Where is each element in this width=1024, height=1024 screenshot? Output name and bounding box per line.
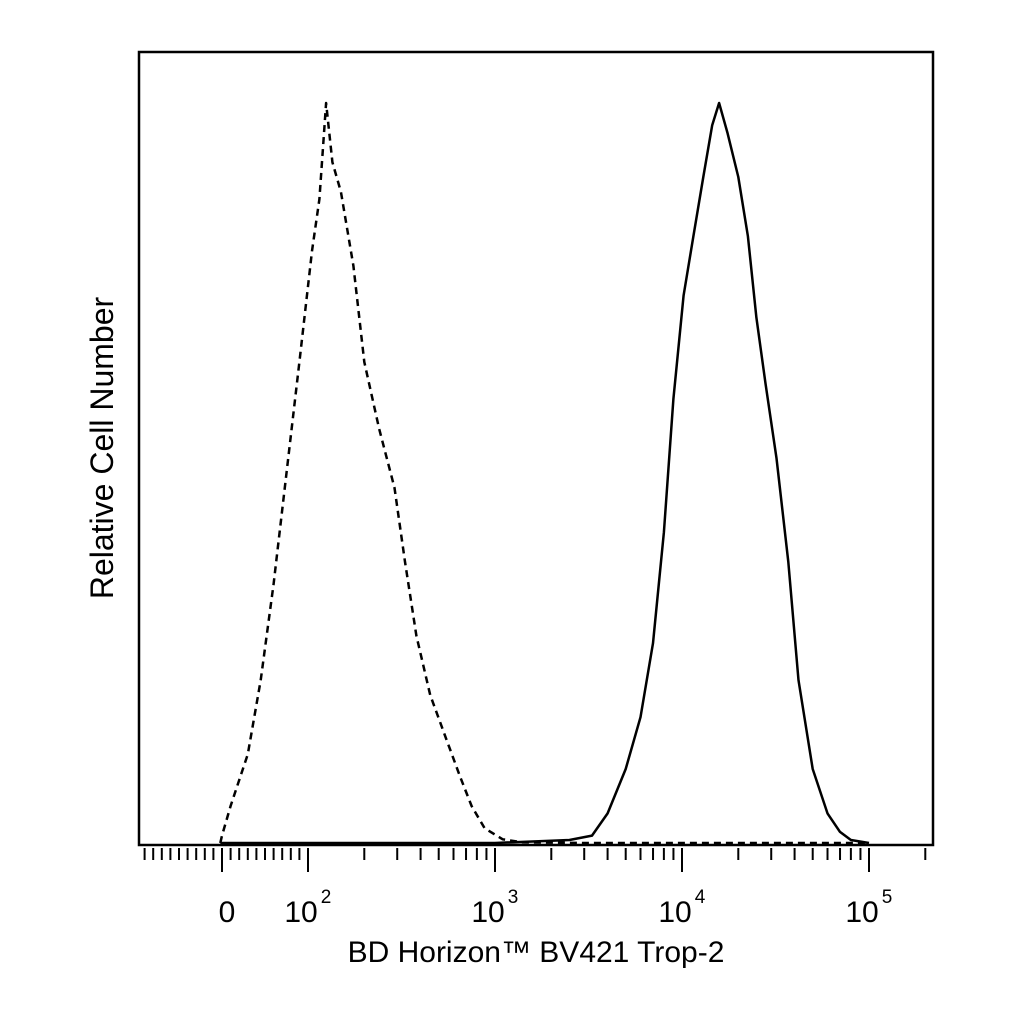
x-axis-tick-labels: 0 10 2 10 3 10 4 10 5 [219, 887, 893, 929]
svg-text:10: 10 [471, 896, 504, 929]
svg-text:4: 4 [695, 887, 706, 908]
x-axis-label: BD Horizon™ BV421 Trop-2 [348, 936, 725, 969]
x-tick-label: 10 5 [845, 887, 892, 929]
svg-text:10: 10 [845, 896, 878, 929]
series-1-line [219, 101, 869, 845]
svg-text:5: 5 [882, 887, 893, 908]
svg-text:10: 10 [284, 896, 317, 929]
svg-text:3: 3 [508, 887, 519, 908]
series-layer [219, 101, 870, 845]
x-tick-label: 10 2 [284, 887, 331, 929]
svg-text:2: 2 [321, 887, 332, 908]
y-axis-label: Relative Cell Number [84, 296, 120, 599]
svg-text:0: 0 [219, 896, 236, 929]
series-2-line [220, 101, 870, 845]
x-axis-ticks [143, 848, 927, 872]
svg-text:10: 10 [658, 896, 691, 929]
x-tick-label: 10 4 [658, 887, 705, 929]
plot-frame [137, 50, 935, 847]
x-tick-label: 0 [219, 896, 236, 929]
x-tick-label: 10 3 [471, 887, 518, 929]
